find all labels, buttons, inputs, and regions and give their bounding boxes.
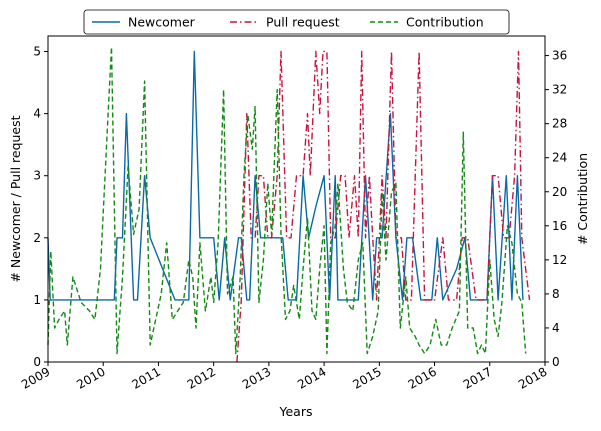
- y-left-tick-label: 5: [33, 45, 41, 59]
- plot-lines: [47, 46, 531, 363]
- series-line-1: [236, 50, 531, 363]
- x-tick-label: 2016: [406, 364, 439, 391]
- y-axis-right-title: # Contribution: [575, 153, 590, 245]
- legend-label-0: Newcomer: [128, 15, 196, 30]
- y-axis-right: 0 4 8 12 16 20 24 28 32 36: [545, 49, 567, 369]
- plot-frame: [47, 35, 546, 363]
- y-right-tick-label: 0: [552, 355, 560, 369]
- y-right-tick-label: 36: [552, 49, 567, 63]
- series-line-0: [47, 50, 524, 301]
- x-axis: 2009 2010 2011 2012 2013 2014 2015 2016 2017 2018: [19, 362, 550, 392]
- y-right-tick-label: 20: [552, 185, 567, 199]
- x-tick-label: 2011: [129, 364, 162, 391]
- y-right-tick-label: 4: [552, 321, 560, 335]
- y-right-tick-label: 8: [552, 287, 560, 301]
- y-right-tick-label: 28: [552, 117, 567, 131]
- x-tick-label: 2013: [240, 364, 273, 391]
- x-tick-label: 2015: [350, 364, 383, 391]
- x-tick-label: 2010: [74, 364, 107, 391]
- y-left-tick-label: 4: [33, 107, 41, 121]
- y-axis-left: 0 1 2 3 4 5: [33, 45, 48, 369]
- y-right-tick-label: 16: [552, 219, 567, 233]
- y-left-tick-label: 0: [33, 355, 41, 369]
- x-tick-label: 2017: [461, 364, 494, 391]
- y-left-tick-label: 2: [33, 231, 41, 245]
- y-right-tick-label: 12: [552, 253, 567, 267]
- series-line-2: [47, 46, 527, 355]
- legend: Newcomer Pull request Contribution: [83, 9, 510, 35]
- x-tick-label: 2014: [295, 364, 328, 391]
- x-tick-label: 2012: [185, 364, 218, 391]
- y-axis-left-title: # Newcomer / Pull request: [8, 115, 23, 282]
- y-left-tick-label: 1: [33, 293, 41, 307]
- x-tick-label: 2018: [516, 364, 549, 391]
- legend-label-2: Contribution: [406, 15, 484, 30]
- y-right-tick-label: 32: [552, 83, 567, 97]
- legend-frame: [83, 9, 510, 35]
- y-left-tick-label: 3: [33, 169, 41, 183]
- y-right-tick-label: 24: [552, 151, 567, 165]
- x-axis-title: Years: [279, 404, 313, 419]
- legend-label-1: Pull request: [266, 15, 340, 30]
